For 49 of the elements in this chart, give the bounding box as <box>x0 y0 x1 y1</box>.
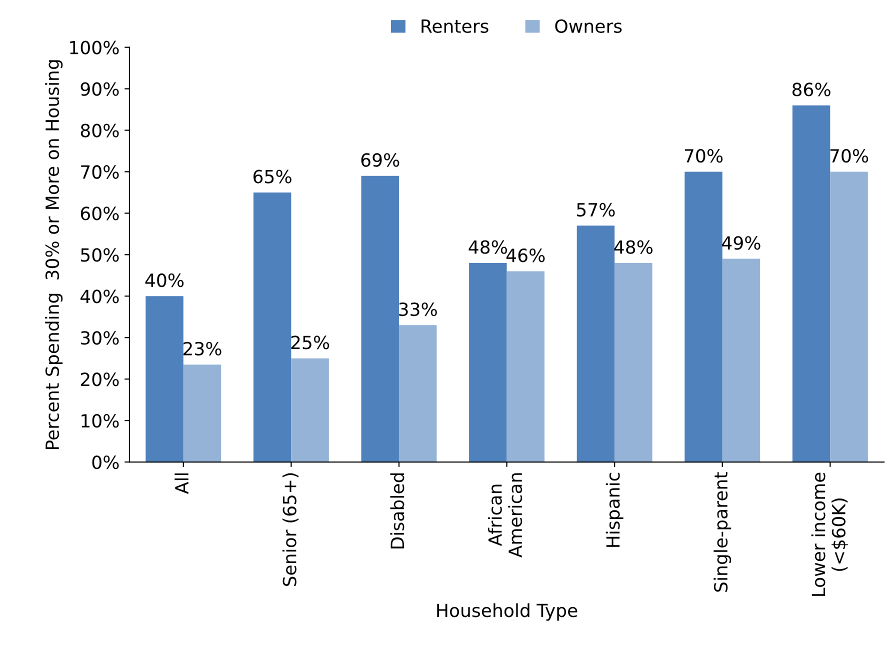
y-axis-title: Percent Spending 30% or More on Housing <box>45 60 63 449</box>
bar <box>576 226 615 462</box>
data-label: 65% <box>254 170 292 184</box>
y-tick-label: 80% <box>80 124 119 138</box>
data-label: 49% <box>722 236 760 250</box>
bar <box>684 172 722 462</box>
bar <box>398 325 437 462</box>
x-tick-label: Senior (65+) <box>282 473 299 586</box>
x-tick-label: Hispanic <box>606 472 624 547</box>
x-tick-label: African American <box>488 473 522 558</box>
bar <box>361 176 399 462</box>
bar <box>830 172 868 462</box>
bar <box>183 364 222 462</box>
y-tick-label: 40% <box>80 290 119 304</box>
x-axis-title: Household Type <box>437 603 578 621</box>
x-tick-label: Disabled <box>390 473 404 548</box>
legend-label: Owners <box>555 19 622 33</box>
y-tick-label: 20% <box>80 372 119 386</box>
x-tick-label: Single-parent <box>714 472 732 592</box>
bar <box>722 258 760 462</box>
y-tick-label: 30% <box>81 331 119 345</box>
y-tick-label: 90% <box>80 82 119 96</box>
data-label: 46% <box>506 248 545 262</box>
data-label: 70% <box>684 149 723 163</box>
data-label: 70% <box>830 149 868 163</box>
data-label: 57% <box>577 202 615 217</box>
data-label: 48% <box>468 240 507 254</box>
legend-label: Renters <box>422 20 488 33</box>
y-tick-label: 0% <box>92 455 119 470</box>
y-tick-label: 70% <box>81 165 119 179</box>
bar <box>792 105 830 462</box>
data-label: 40% <box>145 273 184 288</box>
y-tick-label: 10% <box>82 414 119 428</box>
data-label: 23% <box>184 342 222 356</box>
bar <box>253 192 292 462</box>
y-tick-label: 100% <box>70 40 119 54</box>
data-label: 86% <box>792 82 830 96</box>
data-label: 69% <box>361 153 400 167</box>
bar <box>614 262 652 462</box>
bar <box>506 271 545 462</box>
bar <box>291 358 329 462</box>
x-tick-label: All <box>174 473 188 494</box>
y-tick-label: 50% <box>81 248 119 262</box>
y-tick-label: 60% <box>80 206 119 220</box>
data-label: 25% <box>291 336 330 350</box>
bar <box>469 262 507 462</box>
data-label: 33% <box>399 302 437 316</box>
bar <box>146 296 184 462</box>
x-tick-label: Lower income (<$60K) <box>811 472 848 596</box>
